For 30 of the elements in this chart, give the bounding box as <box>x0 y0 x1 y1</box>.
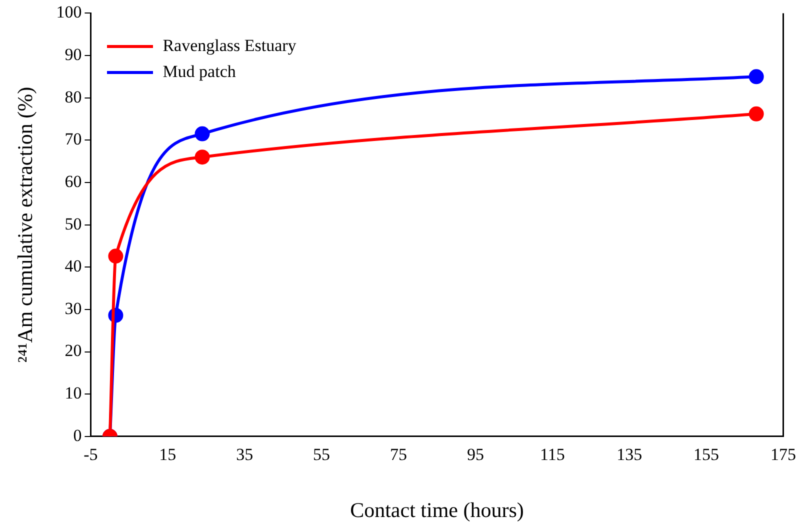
y-tick-label: 100 <box>56 2 82 22</box>
x-tick-label: 175 <box>770 445 796 464</box>
x-tick-label: 95 <box>466 445 484 464</box>
x-tick-label: 115 <box>540 445 565 464</box>
x-tick-label: 15 <box>159 445 176 464</box>
x-tick-label: -5 <box>84 445 98 464</box>
point <box>748 106 764 122</box>
y-tick-label: 90 <box>64 44 82 64</box>
point <box>194 126 210 142</box>
y-axis-title: ²⁴¹Am cumulative extraction (%) <box>13 86 38 363</box>
y-tick-label: 50 <box>64 214 82 234</box>
y-tick-label: 0 <box>73 426 82 445</box>
x-tick-label: 135 <box>616 445 642 464</box>
y-tick-label: 30 <box>64 298 82 318</box>
x-tick-label: 35 <box>236 445 254 464</box>
x-tick-label: 155 <box>694 445 720 464</box>
legend-label: Ravenglass Estuary <box>162 36 296 56</box>
point <box>194 150 210 165</box>
y-tick-label: 60 <box>64 172 82 191</box>
x-tick-label: 75 <box>390 445 407 464</box>
point <box>108 248 124 264</box>
y-tick-label: 10 <box>64 384 82 403</box>
point <box>748 69 764 84</box>
x-tick-label: 55 <box>313 445 330 464</box>
y-tick-label: 80 <box>64 87 82 106</box>
x-axis-title: Contact time (hours) <box>350 498 524 522</box>
y-tick-label: 70 <box>64 130 82 149</box>
y-tick-label: 20 <box>64 341 82 360</box>
legend-label: Mud patch <box>162 62 236 82</box>
y-tick-label: 40 <box>64 256 82 276</box>
